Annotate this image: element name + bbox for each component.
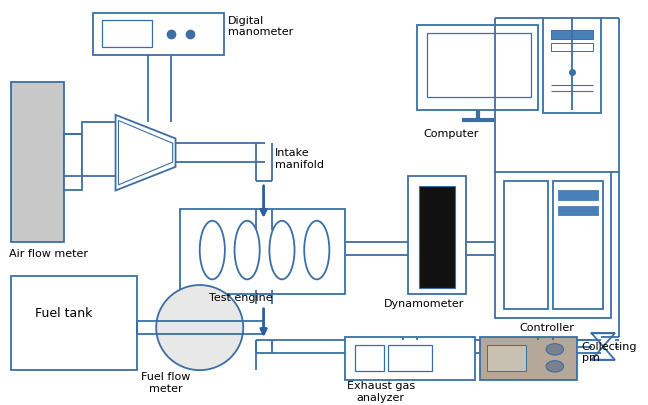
Bar [11,275,137,370]
Bar [508,185,544,305]
Bar [487,345,526,371]
Text: Controller: Controller [519,323,574,333]
Bar [345,337,476,379]
Bar [558,206,598,215]
Bar [180,209,345,294]
Text: Fuel flow
meter: Fuel flow meter [141,372,191,394]
Text: Digital
manometer: Digital manometer [228,15,293,37]
Text: Collecting
pm: Collecting pm [582,342,638,363]
Bar [543,18,601,113]
Bar [558,190,598,200]
Text: Intake
manifold: Intake manifold [275,148,324,170]
Ellipse shape [200,221,225,279]
Bar [102,20,152,47]
Bar [495,172,611,318]
Ellipse shape [546,361,564,372]
Text: Air flow meter: Air flow meter [9,249,88,259]
Polygon shape [119,121,172,185]
Ellipse shape [270,221,295,279]
Ellipse shape [235,221,260,279]
Bar [93,13,224,55]
Bar [505,181,548,309]
Bar [480,337,577,379]
Bar [388,345,432,371]
Text: Dynamometer: Dynamometer [384,299,464,309]
Polygon shape [115,115,176,190]
Text: Fuel tank: Fuel tank [35,307,93,320]
Bar [551,30,594,39]
Ellipse shape [546,344,564,355]
Bar [82,122,115,176]
Bar [417,25,538,110]
Bar [419,186,455,288]
Bar [551,43,594,51]
Bar [427,32,531,97]
Bar [11,82,64,243]
Bar [408,176,466,294]
Bar [553,181,603,309]
Text: Computer: Computer [424,129,479,139]
Text: Test engine: Test engine [209,292,273,303]
Bar [354,345,384,371]
Bar [64,134,82,190]
Ellipse shape [304,221,329,279]
Ellipse shape [156,285,243,370]
Text: Exhaust gas
analyzer: Exhaust gas analyzer [347,382,415,403]
